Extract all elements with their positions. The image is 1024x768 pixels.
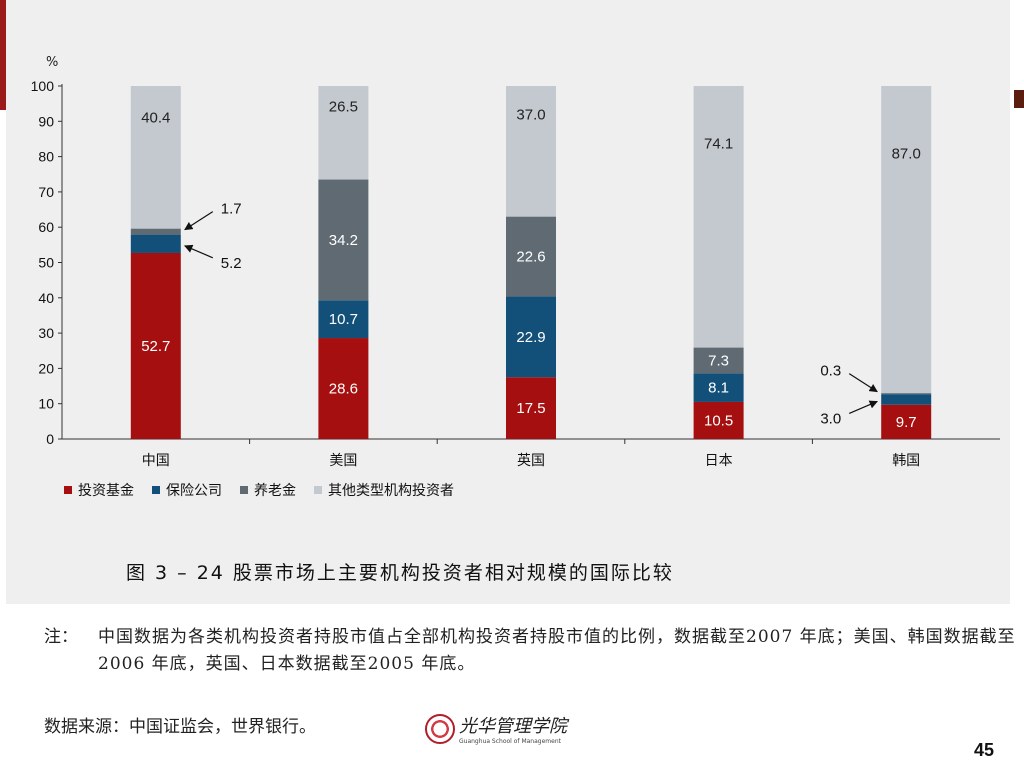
callout-label: 1.7	[221, 201, 242, 218]
slide-accent-tab	[1014, 90, 1024, 108]
y-axis-unit: %	[46, 55, 58, 70]
chart-note: 注： 中国数据为各类机构投资者持股市值占全部机构投资者持股市值的比例，数据截至2…	[44, 624, 1024, 678]
y-tick-label: 40	[38, 290, 54, 306]
figure-panel: % 0 10 20 30 40 50 60 70 80 90 100 52.7 40.4 中国 28.6 10.…	[6, 0, 1010, 604]
logo-chinese-name: 光华管理学院	[459, 716, 567, 737]
school-logo: 光华管理学院 Guanghua School of Management	[425, 712, 567, 745]
note-text: 中国数据为各类机构投资者持股市值占全部机构投资者持股市值的比例，数据截至2007…	[98, 627, 1016, 674]
bar-value-label: 22.6	[516, 248, 545, 265]
bar-segment	[318, 338, 369, 439]
note-label: 注：	[44, 627, 78, 647]
bar-value-label: 34.2	[329, 232, 358, 249]
x-category-label: 中国	[142, 453, 170, 469]
legend-item-investment-funds: 投资基金	[64, 480, 134, 500]
bar-value-label: 28.6	[329, 381, 358, 398]
x-category-label: 美国	[329, 453, 357, 469]
legend-swatch	[152, 486, 160, 494]
legend-swatch	[314, 486, 322, 494]
slide-accent-bar	[0, 0, 6, 110]
legend-swatch	[64, 486, 72, 494]
bar-segment	[693, 401, 744, 439]
x-category-label: 日本	[705, 453, 733, 469]
bar-value-label: 52.7	[141, 338, 170, 355]
legend-label: 其他类型机构投资者	[328, 483, 454, 499]
bar-segment	[130, 234, 181, 253]
y-tick-label: 50	[38, 255, 54, 271]
callout-label: 0.3	[820, 363, 841, 380]
legend-item-other: 其他类型机构投资者	[314, 480, 454, 500]
bar-value-label: 37.0	[516, 107, 545, 124]
bar-segment	[506, 296, 556, 378]
seal-icon	[425, 713, 455, 744]
bar-value-label: 22.9	[516, 329, 545, 346]
legend-swatch	[240, 486, 248, 494]
bar-segment	[506, 216, 556, 297]
logo-text: 光华管理学院 Guanghua School of Management	[459, 712, 567, 745]
bar-segment	[881, 404, 932, 439]
bar-segment	[318, 179, 369, 301]
callout-arrow	[184, 244, 214, 259]
bar-segment	[881, 86, 932, 394]
bar-value-label: 87.0	[892, 146, 921, 163]
y-tick-label: 60	[38, 219, 54, 235]
y-tick-label: 30	[38, 325, 54, 341]
x-category-label: 英国	[517, 452, 545, 469]
legend-label: 保险公司	[166, 483, 222, 499]
figure-caption: 图 3 – 24 股票市场上主要机构投资者相对规模的国际比较	[126, 562, 674, 584]
logo-english-name: Guanghua School of Management	[459, 738, 561, 745]
bar-segment	[881, 394, 932, 405]
callout-arrow	[848, 400, 878, 415]
bar-value-label: 10.7	[329, 311, 358, 328]
y-tick-label: 100	[31, 78, 55, 94]
callout-label: 3.0	[820, 410, 841, 427]
y-tick-label: 70	[38, 184, 54, 200]
legend-label: 投资基金	[78, 483, 134, 499]
bar-segment	[881, 393, 932, 395]
chart-legend: 投资基金 保险公司 养老金 其他类型机构投资者	[64, 480, 454, 500]
y-tick-label: 10	[38, 396, 54, 412]
data-source: 数据来源：中国证监会，世界银行。	[44, 717, 316, 737]
bar-value-label: 8.1	[708, 380, 729, 397]
bar-segment	[506, 86, 556, 217]
bar-segment	[318, 300, 369, 339]
x-category-label: 韩国	[892, 453, 920, 469]
legend-item-insurance: 保险公司	[152, 480, 222, 500]
bar-segment	[318, 86, 369, 180]
legend-label: 养老金	[254, 483, 296, 499]
legend-item-pension: 养老金	[240, 480, 296, 500]
bar-value-label: 17.5	[516, 400, 545, 417]
y-tick-label: 90	[38, 113, 54, 129]
bar-segment	[693, 373, 744, 402]
y-tick-label: 20	[38, 360, 54, 376]
bar-value-label: 40.4	[141, 109, 170, 126]
bar-segment	[130, 252, 181, 439]
bar-segment	[130, 228, 181, 235]
bar-value-label: 74.1	[704, 136, 733, 153]
stacked-bar-chart: % 0 10 20 30 40 50 60 70 80 90 100 52.7 40.4 中国 28.6 10.…	[31, 55, 1000, 469]
y-tick-label: 80	[38, 149, 54, 165]
bar-segment	[130, 86, 181, 229]
bar-segment	[693, 347, 744, 374]
callout-arrow	[184, 211, 214, 231]
bar-value-label: 9.7	[896, 414, 917, 431]
bar-segment	[506, 377, 556, 439]
bar-value-label: 10.5	[704, 412, 733, 429]
page-number: 45	[974, 740, 995, 760]
y-tick-label: 0	[46, 431, 54, 447]
bar-segment	[693, 86, 744, 348]
callout-label: 5.2	[221, 255, 242, 272]
bar-value-label: 7.3	[708, 352, 729, 369]
callout-arrow	[848, 373, 878, 393]
bar-value-label: 26.5	[329, 99, 358, 116]
